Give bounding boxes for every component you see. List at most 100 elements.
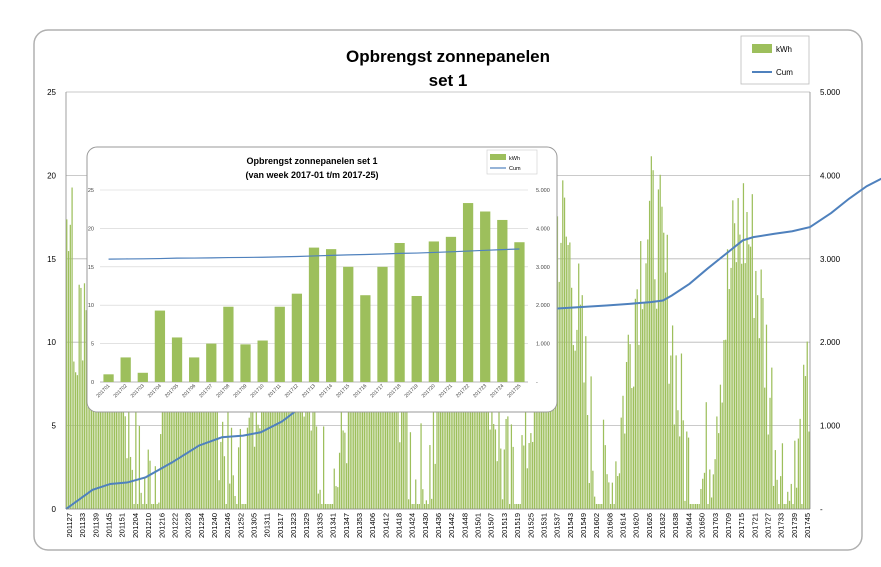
kwh-bar (652, 170, 654, 509)
kwh-bar (732, 200, 734, 509)
kwh-bar (565, 236, 567, 509)
kwh-bar (223, 456, 226, 509)
kwh-bar (160, 434, 162, 509)
kwh-bar (631, 388, 633, 509)
kwh-bar (168, 352, 171, 509)
x-tick-label: 201543 (566, 513, 575, 538)
kwh-bar (246, 427, 249, 509)
kwh-bar (741, 263, 743, 509)
kwh-bar (735, 262, 737, 509)
kwh-bar (528, 443, 530, 509)
kwh-bar (739, 234, 741, 509)
x-tick-label: 201715 (737, 513, 746, 538)
inset-frame (86, 146, 558, 413)
kwh-bar (344, 432, 346, 509)
kwh-bar (748, 244, 750, 509)
kwh-bar (804, 376, 807, 509)
kwh-bar (592, 470, 594, 509)
kwh-bar (255, 341, 257, 509)
kwh-bar (229, 483, 231, 509)
kwh-bar (808, 431, 810, 509)
kwh-bar (608, 482, 610, 509)
inset-title: Opbrengst zonnepanelen set 1 (246, 156, 377, 166)
kwh-bar (237, 447, 240, 509)
kwh-bar (310, 430, 312, 509)
kwh-bar (399, 442, 401, 509)
y-right-tick-label: 4.000 (820, 171, 841, 180)
x-tick-label: 201537 (553, 513, 562, 538)
kwh-bar (606, 474, 608, 509)
kwh-bar (142, 503, 144, 509)
kwh-bar (113, 329, 116, 509)
x-tick-label: 201549 (579, 513, 588, 538)
inset-kwh-bar (120, 357, 131, 382)
x-tick-label: 201329 (302, 513, 311, 538)
kwh-bar (439, 406, 442, 509)
x-tick-label: 201614 (619, 513, 628, 538)
x-tick-label: 201531 (539, 513, 548, 538)
inset-y-left-tick-label: 5 (91, 342, 94, 348)
kwh-bar (151, 503, 153, 509)
kwh-bar (716, 416, 718, 509)
inset-kwh-bar (240, 344, 251, 382)
kwh-bar (261, 405, 263, 509)
kwh-bar (305, 320, 307, 509)
inset-y-left-tick-label: 15 (88, 265, 94, 271)
kwh-bar (340, 386, 342, 509)
kwh-bar (328, 503, 330, 509)
legend: kWh Cum (740, 35, 810, 85)
kwh-bar (602, 419, 605, 509)
kwh-bar (633, 386, 635, 509)
inset-kwh-bar (308, 247, 320, 382)
inset-bars (103, 203, 525, 382)
kwh-bar (712, 474, 714, 509)
y-left-tick-label: 10 (47, 338, 56, 347)
kwh-bar (783, 503, 785, 509)
kwh-bar (493, 423, 495, 509)
kwh-bar (416, 503, 419, 509)
kwh-bar (308, 354, 311, 509)
kwh-bar (611, 482, 613, 509)
kwh-bar (523, 445, 525, 509)
x-tick-label: 201216 (157, 513, 166, 538)
x-tick-label: 201406 (368, 513, 377, 538)
kwh-bar (482, 367, 484, 509)
kwh-bar (147, 449, 149, 509)
kwh-bar (695, 503, 697, 509)
kwh-bar (321, 503, 323, 509)
inset-kwh-bar (291, 293, 303, 382)
x-tick-label: 201323 (289, 513, 298, 538)
kwh-bar (778, 503, 780, 509)
kwh-bar (213, 323, 215, 509)
kwh-bar (315, 426, 318, 509)
kwh-bar (524, 377, 527, 509)
kwh-bar (400, 410, 403, 509)
kwh-bar (668, 383, 670, 509)
kwh-bar (137, 503, 139, 509)
kwh-bar (613, 503, 615, 509)
x-tick-label: 201448 (460, 513, 469, 538)
kwh-bar (152, 503, 155, 509)
kwh-bar (82, 360, 84, 509)
kwh-bar (250, 410, 252, 509)
kwh-bar (617, 476, 619, 509)
y-right-tick-label: 1.000 (820, 422, 841, 431)
kwh-bar (599, 503, 601, 509)
kwh-bar (447, 339, 449, 509)
x-tick-label: 201721 (750, 513, 759, 538)
kwh-bar (680, 353, 683, 509)
inset-y-right-tick-label: - (536, 380, 538, 386)
inset-y-left-tick-label: 10 (88, 303, 94, 309)
x-tick-label: 201436 (434, 513, 443, 538)
kwh-bar (718, 433, 720, 509)
kwh-bar (443, 407, 445, 509)
kwh-bar (145, 503, 148, 509)
kwh-bar (787, 491, 789, 509)
kwh-bar (799, 418, 801, 509)
kwh-bar (569, 242, 571, 509)
kwh-bar (762, 297, 764, 509)
kwh-bar (422, 489, 424, 509)
inset-kwh-bar (325, 249, 337, 382)
kwh-bar (425, 500, 427, 509)
